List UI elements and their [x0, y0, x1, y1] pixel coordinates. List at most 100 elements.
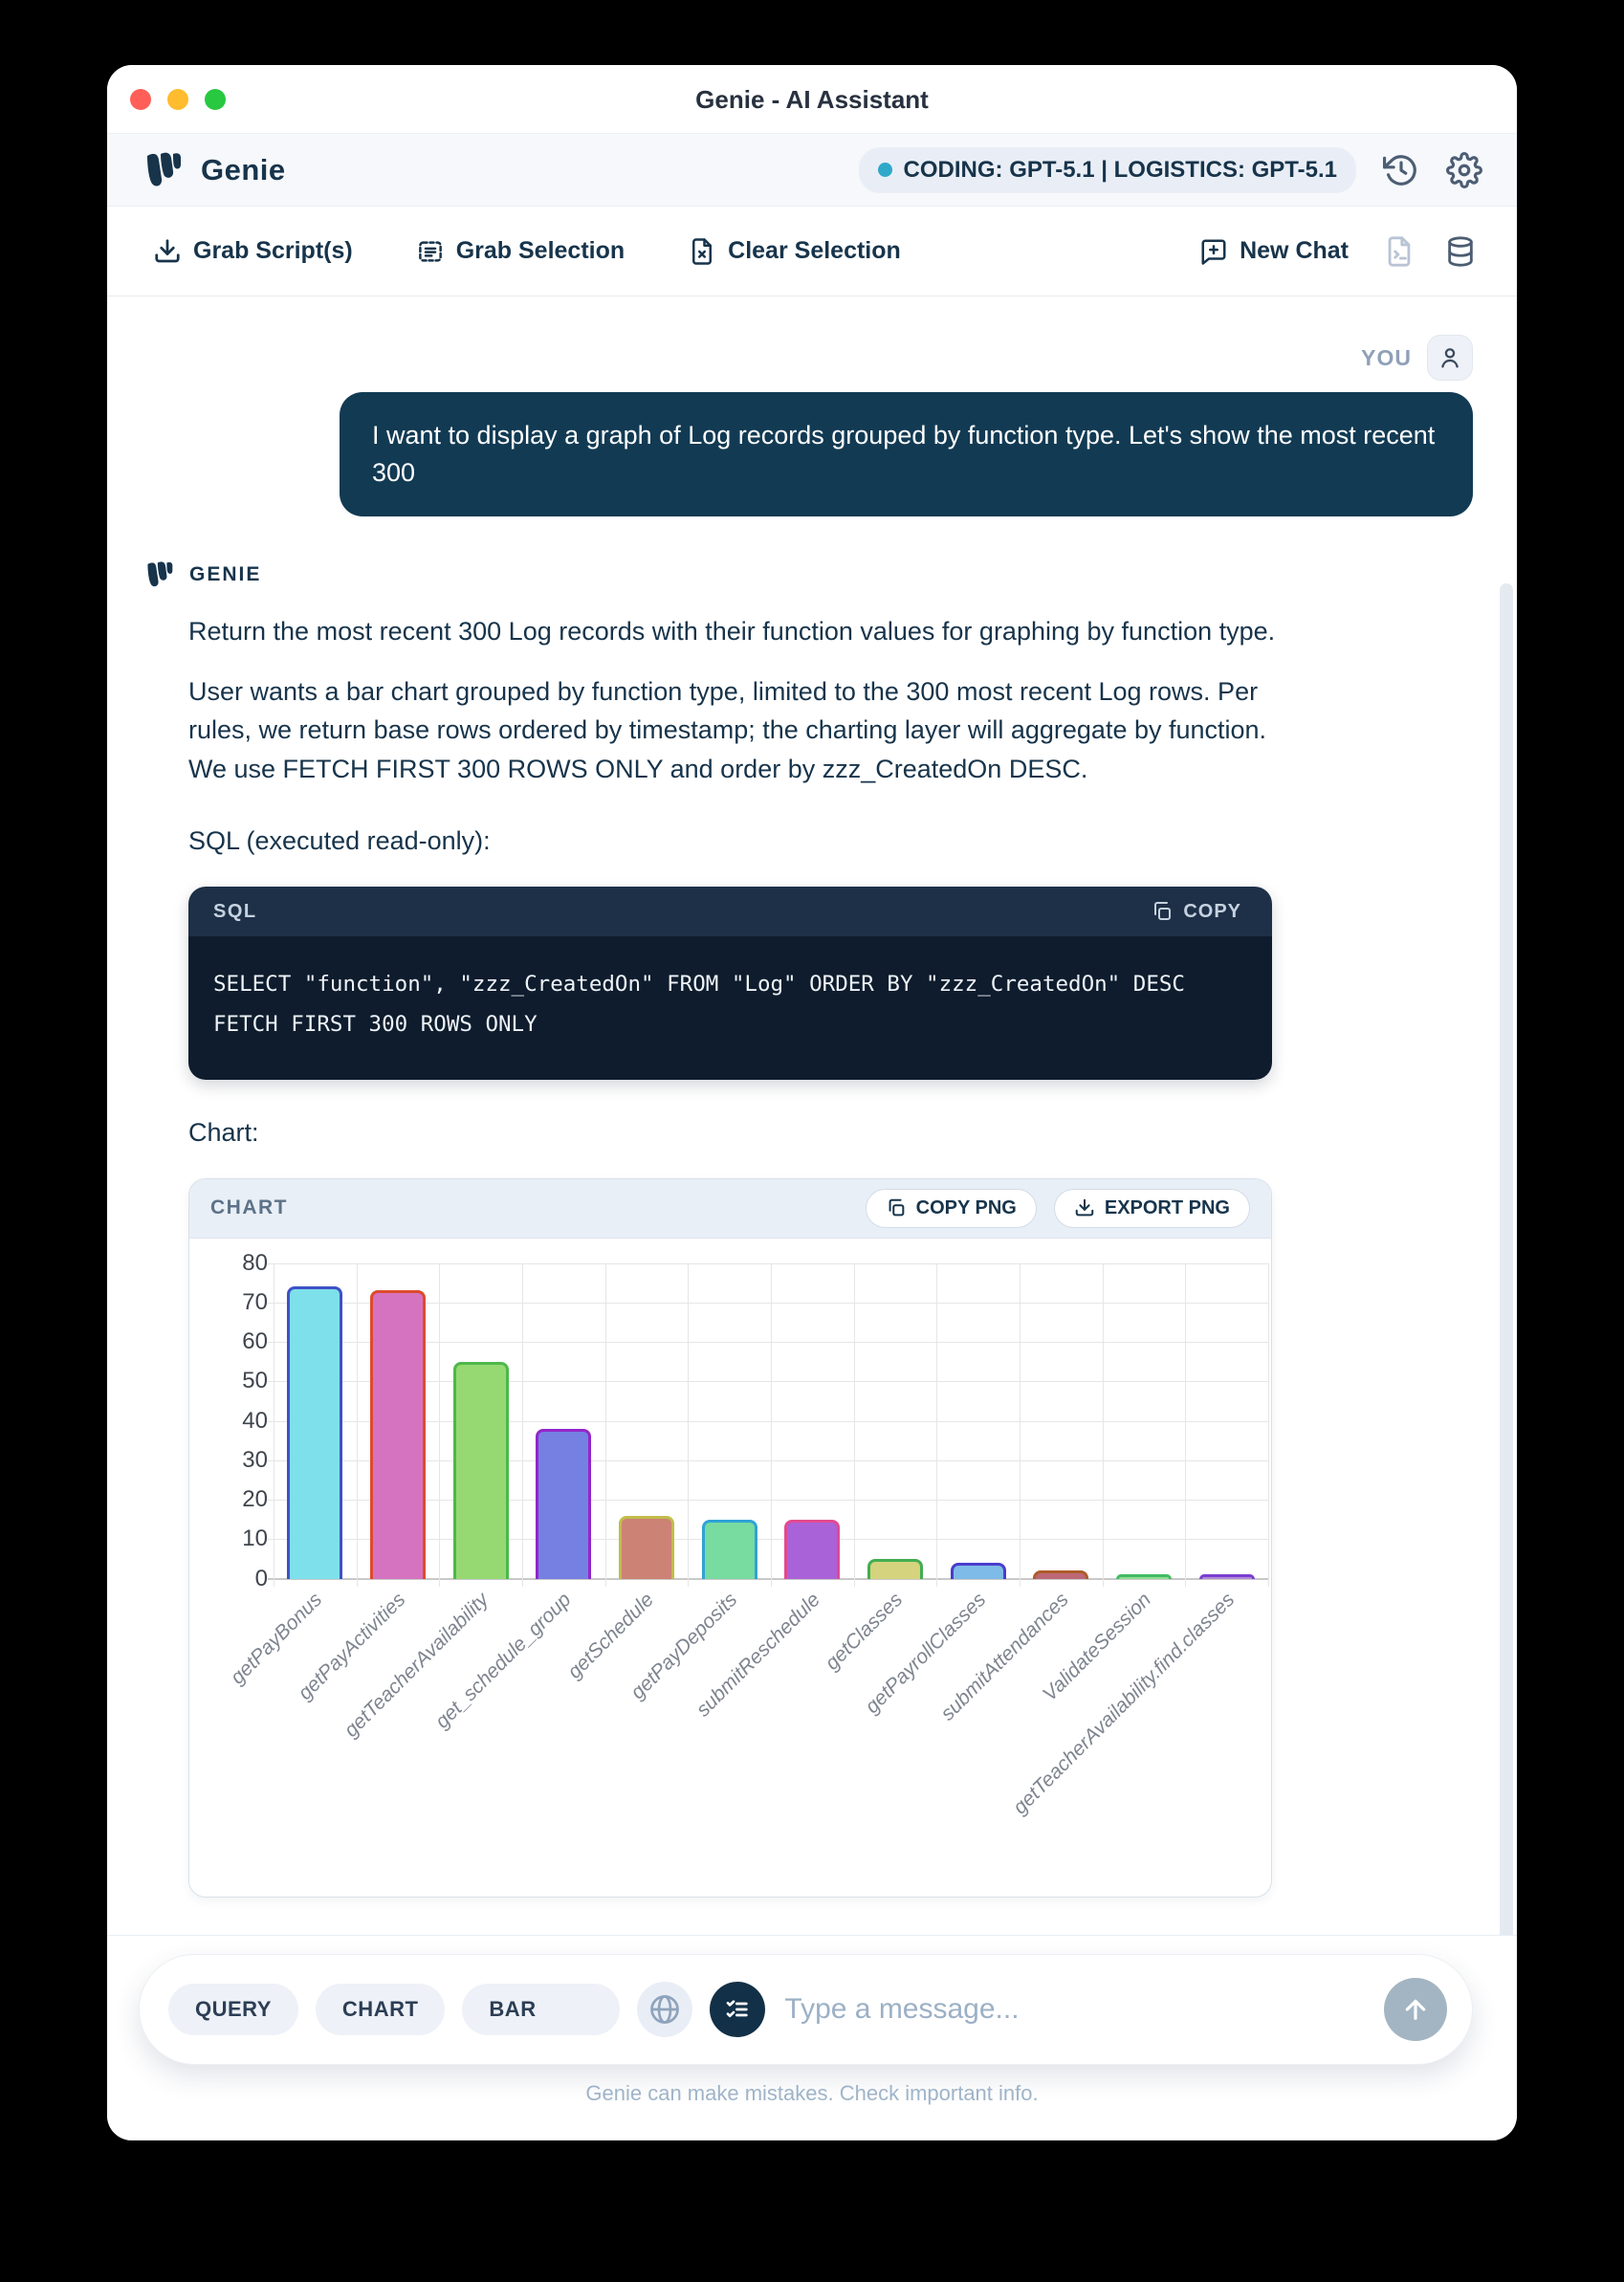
chip-chart-label: CHART — [341, 1997, 419, 2021]
y-axis-tick: 70 — [242, 1288, 268, 1315]
y-axis-tick: 30 — [242, 1446, 268, 1473]
grab-scripts-label: Grab Script(s) — [193, 237, 353, 264]
message-input-bar: QUERY CHART BAR — [139, 1954, 1473, 2065]
traffic-lights — [130, 89, 226, 110]
chart-bar — [1033, 1570, 1089, 1579]
chat-plus-icon — [1199, 237, 1228, 266]
composer: QUERY CHART BAR — [107, 1935, 1517, 2140]
chart-bar — [370, 1290, 426, 1579]
bar-chart: 0 10 20 30 40 50 60 70 80 getPayBonus getPayActiv… — [189, 1238, 1271, 1897]
x-axis-label: getClasses — [821, 1588, 908, 1675]
grab-selection-label: Grab Selection — [455, 237, 625, 264]
genie-logo-icon — [142, 148, 186, 192]
chart-card: CHART COPY PNG — [188, 1177, 1272, 1898]
new-chat-button[interactable]: New Chat — [1194, 236, 1354, 267]
globe-button[interactable] — [637, 1982, 693, 2037]
gridline — [688, 1262, 690, 1587]
y-axis-tick: 0 — [254, 1565, 268, 1591]
minimize-window-button[interactable] — [167, 89, 188, 110]
clear-selection-label: Clear Selection — [728, 237, 901, 264]
download-icon — [1074, 1197, 1095, 1218]
sql-code-line: FETCH FIRST 300 ROWS ONLY — [213, 1011, 538, 1037]
gridline — [771, 1262, 772, 1587]
x-axis-label: get_schedule_group — [430, 1588, 576, 1733]
chart-card-title: CHART — [210, 1196, 288, 1219]
gridline — [268, 1420, 1268, 1422]
history-icon[interactable] — [1383, 152, 1419, 188]
y-axis-tick: 40 — [242, 1407, 268, 1434]
gridline — [268, 1500, 1268, 1502]
brand: Genie — [142, 148, 286, 192]
gridline — [268, 1577, 1268, 1580]
grab-scripts-button[interactable]: Grab Script(s) — [147, 236, 359, 267]
chip-bar-label: BAR — [489, 1997, 537, 2021]
copy-png-button[interactable]: COPY PNG — [865, 1188, 1037, 1228]
globe-icon — [647, 1992, 682, 2027]
export-png-button[interactable]: EXPORT PNG — [1053, 1188, 1250, 1228]
x-axis-label: getTeacherAvailability — [340, 1588, 493, 1742]
user-message-bubble: I want to display a graph of Log records… — [340, 392, 1473, 517]
clear-selection-button[interactable]: Clear Selection — [682, 236, 907, 267]
script-file-icon[interactable] — [1383, 235, 1416, 268]
chart-bar — [287, 1286, 343, 1579]
zoom-window-button[interactable] — [205, 89, 226, 110]
arrow-up-icon — [1400, 1994, 1431, 2025]
copy-icon — [1151, 900, 1174, 923]
selection-list-icon — [416, 237, 445, 266]
you-label: YOU — [1361, 344, 1412, 370]
y-axis-tick: 10 — [242, 1525, 268, 1552]
close-window-button[interactable] — [130, 89, 151, 110]
chip-chart[interactable]: CHART — [315, 1984, 446, 2035]
titlebar: Genie - AI Assistant — [107, 65, 1517, 134]
gridline — [936, 1262, 938, 1587]
copy-png-label: COPY PNG — [915, 1196, 1017, 1218]
chip-query-label: QUERY — [195, 1997, 272, 2021]
send-button[interactable] — [1384, 1978, 1447, 2041]
message-input[interactable] — [782, 1992, 1367, 2027]
window-title: Genie - AI Assistant — [695, 84, 929, 114]
new-chat-label: New Chat — [1240, 237, 1349, 264]
y-axis-tick: 80 — [242, 1249, 268, 1276]
chat-scrollbar[interactable] — [1500, 583, 1513, 1935]
settings-gear-icon[interactable] — [1446, 151, 1482, 188]
disclaimer-text: Genie can make mistakes. Check important… — [585, 2081, 1039, 2105]
gridline — [356, 1262, 358, 1587]
y-axis-tick: 50 — [242, 1368, 268, 1394]
brand-name: Genie — [201, 152, 286, 187]
grab-selection-button[interactable]: Grab Selection — [410, 236, 630, 267]
chart-x-labels: getPayBonus getPayActivities getTeacherAva… — [227, 1588, 1268, 1895]
sql-intro-text: SQL (executed read-only): — [188, 826, 491, 856]
copy-label: COPY — [1183, 900, 1241, 922]
checklist-button[interactable] — [710, 1982, 766, 2037]
gridline — [1102, 1262, 1104, 1587]
app-window: Genie - AI Assistant Genie CODING: GPT-5… — [107, 65, 1517, 2140]
copy-sql-button[interactable]: COPY — [1145, 899, 1247, 924]
sql-block-label: SQL — [213, 900, 257, 922]
model-status-dot — [877, 163, 892, 177]
chart-bar — [452, 1361, 509, 1579]
chart-bar — [784, 1519, 841, 1579]
chart-bar — [950, 1563, 1006, 1579]
checklist-icon — [722, 1994, 753, 2025]
model-badge[interactable]: CODING: GPT-5.1 | LOGISTICS: GPT-5.1 — [858, 146, 1356, 193]
chat-scroll-area: YOU I want to display a graph of Log rec… — [107, 296, 1517, 1935]
gridline — [268, 1342, 1268, 1344]
assistant-paragraph: User wants a bar chart grouped by functi… — [188, 676, 1267, 783]
chart-bar — [701, 1519, 757, 1579]
genie-avatar-icon — [143, 559, 176, 591]
gridline — [268, 1302, 1268, 1304]
export-png-label: EXPORT PNG — [1104, 1196, 1230, 1218]
gridline — [1268, 1262, 1269, 1587]
gridline — [439, 1262, 441, 1587]
database-icon[interactable] — [1444, 235, 1477, 268]
gridline — [268, 1262, 1268, 1264]
app-header: Genie CODING: GPT-5.1 | LOGISTICS: GPT-5… — [107, 134, 1517, 207]
chip-query[interactable]: QUERY — [168, 1984, 298, 2035]
chart-intro-text: Chart: — [188, 1117, 259, 1147]
gridline — [522, 1262, 523, 1587]
y-axis-tick: 20 — [242, 1486, 268, 1513]
chart-plot: 0 10 20 30 40 50 60 70 80 — [242, 1250, 1269, 1591]
chip-bar[interactable]: BAR — [462, 1984, 621, 2035]
y-axis-tick: 60 — [242, 1328, 268, 1355]
gridline — [604, 1262, 606, 1587]
